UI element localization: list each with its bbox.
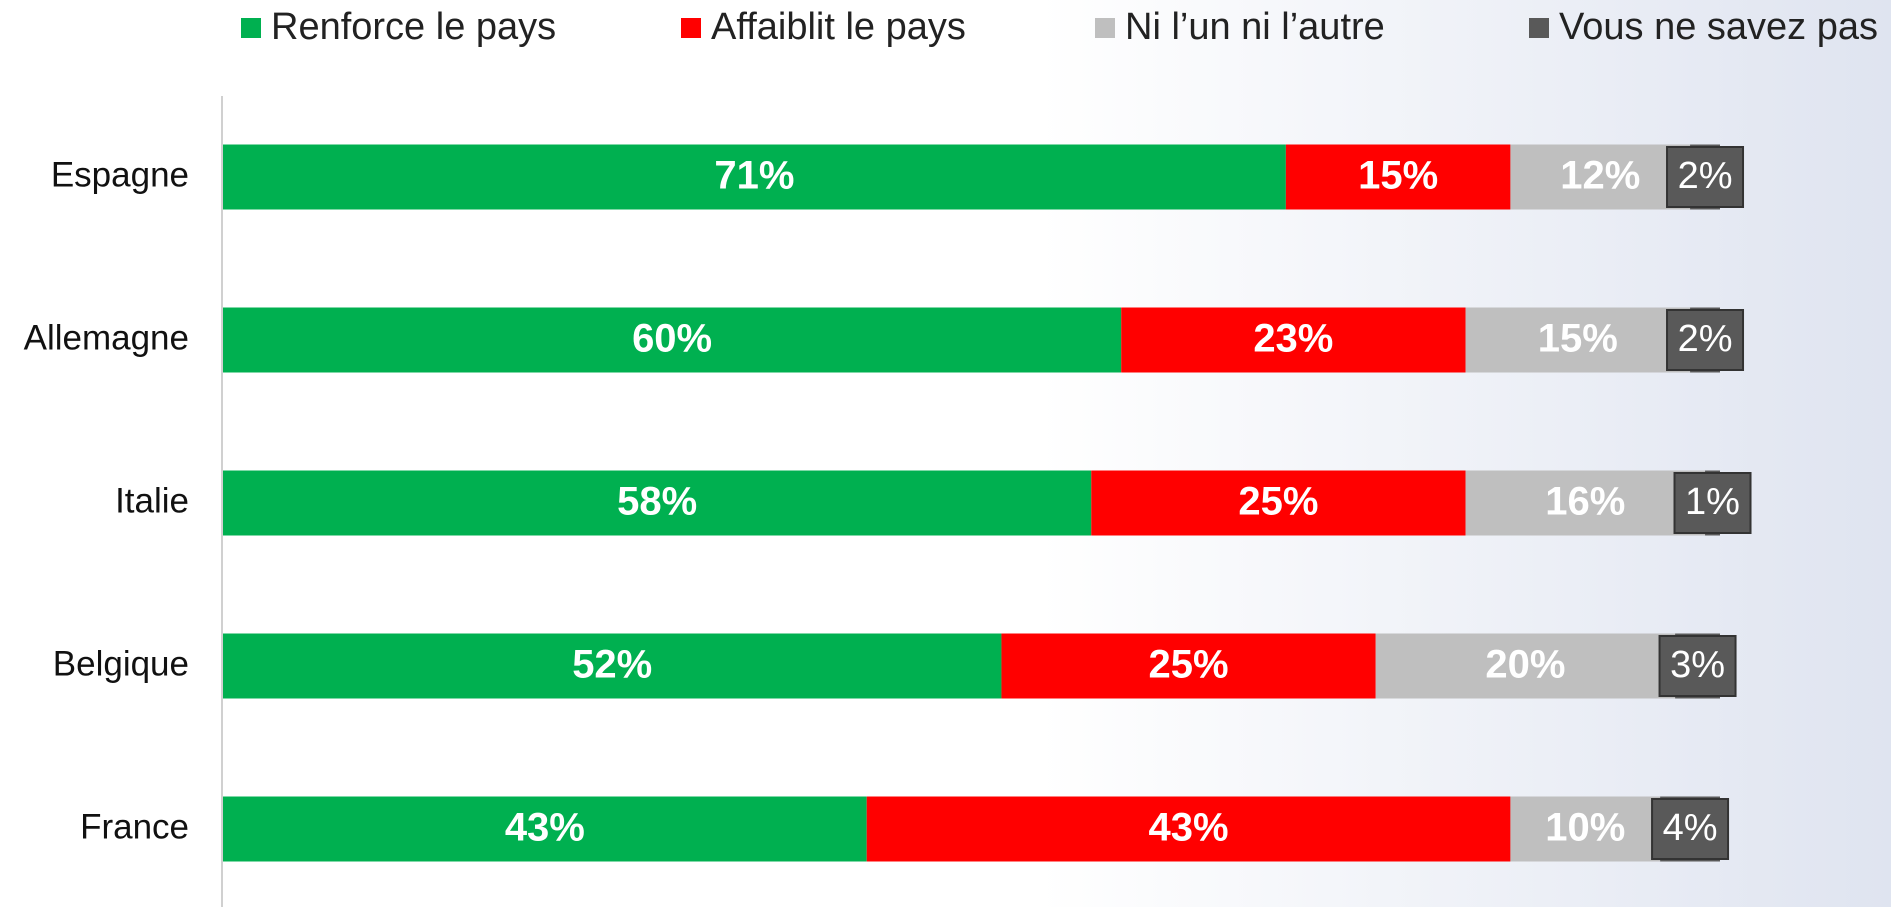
value-label: 25%	[1149, 643, 1229, 687]
value-label: 25%	[1238, 480, 1318, 524]
chart: Renforce le pays Affaiblit le pays Ni l’un…	[0, 0, 1891, 907]
legend-label: Renforce le pays	[271, 6, 556, 48]
value-label: 12%	[1560, 154, 1640, 198]
value-label: 60%	[632, 317, 712, 361]
y-tick-label: France	[80, 807, 189, 846]
value-label: 23%	[1253, 317, 1333, 361]
legend-swatch	[681, 18, 701, 38]
legend-swatch	[1095, 18, 1115, 38]
value-label: 71%	[714, 154, 794, 198]
value-label: 10%	[1545, 806, 1625, 850]
legend-label: Affaiblit le pays	[711, 6, 966, 48]
y-tick-label: Allemagne	[24, 318, 189, 357]
value-label: 2%	[1678, 318, 1733, 360]
value-label: 4%	[1663, 807, 1718, 849]
value-label: 20%	[1485, 643, 1565, 687]
value-label: 15%	[1358, 154, 1438, 198]
value-label: 3%	[1670, 644, 1725, 686]
value-label: 16%	[1545, 480, 1625, 524]
background	[0, 0, 1891, 907]
value-label: 43%	[1149, 806, 1229, 850]
y-tick-label: Italie	[115, 481, 189, 520]
legend-swatch	[241, 18, 261, 38]
value-label: 1%	[1685, 481, 1740, 523]
legend-swatch	[1529, 18, 1549, 38]
y-tick-label: Belgique	[53, 644, 189, 683]
value-label: 43%	[505, 806, 585, 850]
value-label: 52%	[572, 643, 652, 687]
value-label: 15%	[1538, 317, 1618, 361]
value-label: 2%	[1678, 155, 1733, 197]
y-tick-label: Espagne	[51, 155, 189, 194]
value-label: 58%	[617, 480, 697, 524]
legend-label: Vous ne savez pas	[1559, 6, 1878, 48]
legend-label: Ni l’un ni l’autre	[1125, 6, 1385, 48]
